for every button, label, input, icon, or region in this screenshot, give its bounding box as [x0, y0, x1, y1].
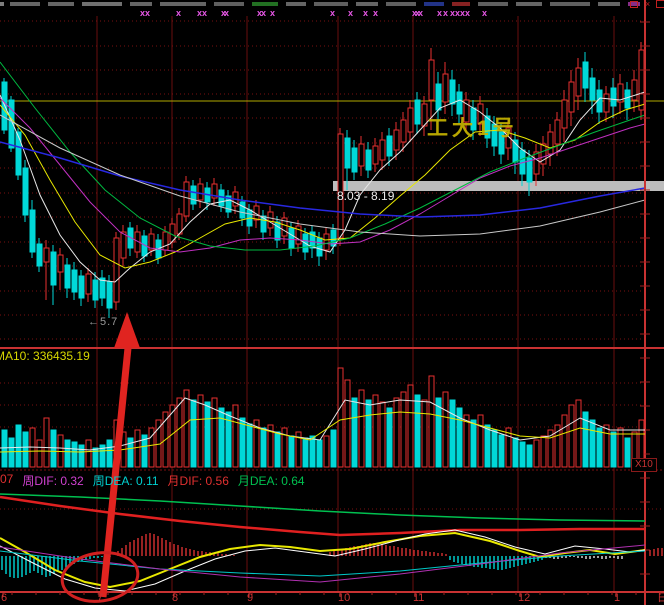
x-axis-label: 6 [1, 592, 8, 604]
signal-x-marker: x [348, 8, 353, 18]
signal-x-marker: x [257, 8, 262, 18]
price-band-label: 8.03 - 8.19 [337, 189, 395, 203]
close-icon[interactable]: × [645, 0, 651, 9]
signal-x-marker: x [482, 8, 487, 18]
macd-label: 07 [0, 472, 14, 486]
signal-x-marker: x [202, 8, 207, 18]
signal-x-marker: x [330, 8, 335, 18]
signal-x-marker: x [363, 8, 368, 18]
signal-x-marker: x [176, 8, 181, 18]
signal-x-marker: x [221, 8, 226, 18]
signal-x-marker: x [437, 8, 442, 18]
x-axis-label: 11 [413, 592, 425, 604]
signal-x-marker: x [270, 8, 275, 18]
x-axis-partial-label: 日 [657, 592, 664, 604]
window-control-icon[interactable] [630, 1, 638, 8]
signal-x-marker: x [197, 8, 202, 18]
volume-ma10-label: MA10: 336435.19 [0, 349, 90, 363]
signal-x-marker: x [418, 8, 423, 18]
signal-x-marker: x [415, 8, 420, 18]
low-price-annotation: ←5.7 [88, 316, 119, 328]
volume-unit-label: X10 [631, 458, 657, 472]
macd-label: 周DEA: 0.11 [92, 474, 159, 488]
x-axis-label: 9 [247, 592, 254, 604]
signal-x-marker: x [373, 8, 378, 18]
signal-x-marker: x [145, 8, 150, 18]
signal-x-marker: x [443, 8, 448, 18]
signal-x-marker: x [412, 8, 417, 18]
macd-indicator-header: 07 周DIF: 0.32 周DEA: 0.11 月DIF: 0.56 月DEA: 0.… [0, 472, 305, 489]
signal-x-marker: x [261, 8, 266, 18]
macd-label: 周DIF: 0.32 [22, 474, 84, 488]
signal-x-marker: x [450, 8, 455, 18]
signal-x-marker: x [140, 8, 145, 18]
x-axis-label: 7 [97, 592, 104, 604]
signal-x-marker: x [455, 8, 460, 18]
signal-x-marker: x [460, 8, 465, 18]
x-axis-label: 8 [172, 592, 179, 604]
macd-label: 月DIF: 0.56 [167, 474, 229, 488]
watermark-strategy-name: 工大1号 [427, 117, 518, 140]
x-axis-label: 12 [518, 592, 531, 604]
signal-x-marker: x [465, 8, 470, 18]
signal-x-marker: x [224, 8, 229, 18]
macd-label: 月DEA: 0.64 [237, 474, 305, 488]
x-axis-label: 1 [614, 592, 621, 604]
x-axis-label: 10 [338, 592, 351, 604]
window-control-icon[interactable] [656, 0, 664, 8]
